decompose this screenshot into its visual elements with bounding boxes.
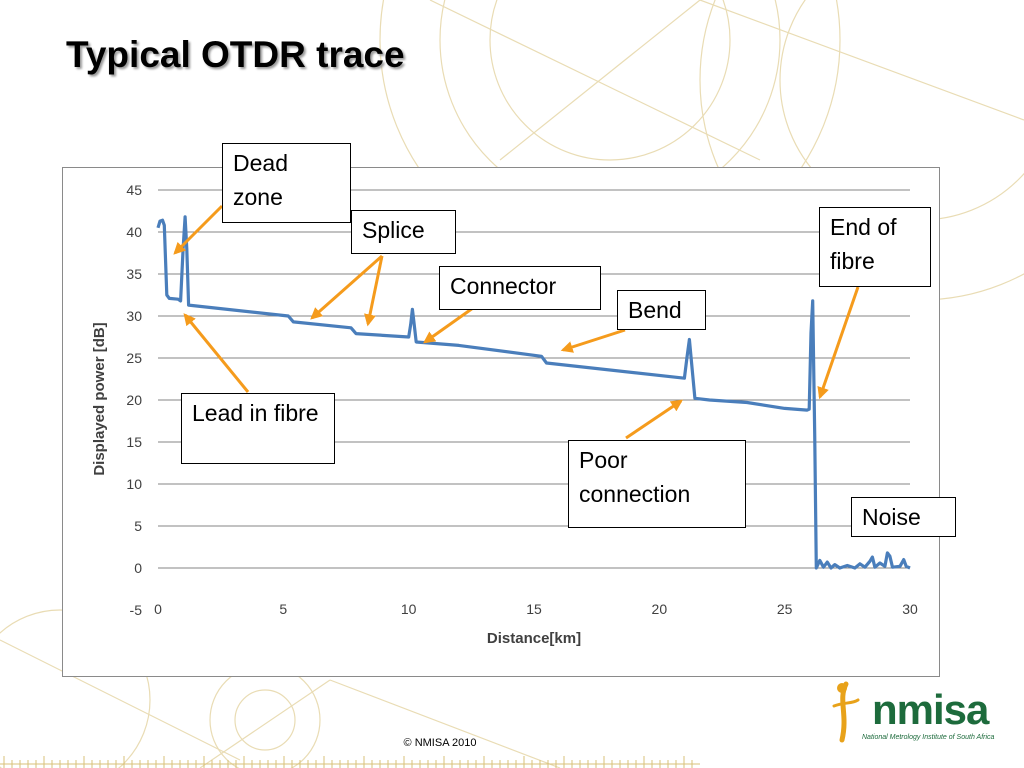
y-tick-labels: -5 0 5 10 15 20 25 30 35 40 45 <box>126 182 142 618</box>
nmisa-logo-mark <box>832 681 860 743</box>
annotation-splice: Splice <box>351 210 456 254</box>
y-tick-label: 40 <box>126 224 142 240</box>
nmisa-wordmark: nmisa <box>872 686 989 733</box>
annotation-lead-in-fibre: Lead in fibre <box>181 393 335 464</box>
copyright-notice: © NMISA 2010 <box>403 737 477 749</box>
x-tick-label: 0 <box>154 601 162 617</box>
x-tick-label: 15 <box>526 601 542 617</box>
x-tick-label: 20 <box>652 601 668 617</box>
y-tick-label: 25 <box>126 350 142 366</box>
gridlines <box>158 189 910 569</box>
annotation-bend: Bend <box>617 290 706 330</box>
annotation-connector: Connector <box>439 266 601 310</box>
y-tick-label: 35 <box>126 266 142 282</box>
annotation-poor-connection: Poor connection <box>568 440 746 528</box>
y-tick-label: 20 <box>126 392 142 408</box>
annotation-end-of-fibre: End of fibre <box>819 207 931 287</box>
nmisa-tagline: National Metrology Institute of South Af… <box>862 734 995 741</box>
x-tick-label: 25 <box>777 601 793 617</box>
y-tick-label: 5 <box>134 518 142 534</box>
y-tick-label: 10 <box>126 476 142 492</box>
y-tick-label: 15 <box>126 434 142 450</box>
y-tick-label: 0 <box>134 560 142 576</box>
x-tick-label: 10 <box>401 601 417 617</box>
y-tick-label: 45 <box>126 182 142 198</box>
x-tick-label: 30 <box>902 601 918 617</box>
x-tick-labels: 0 5 10 15 20 25 30 <box>154 601 918 617</box>
y-axis-label: Displayed power [dB] <box>91 322 108 475</box>
slide-title: Typical OTDR trace <box>66 34 405 75</box>
y-tick-label: -5 <box>130 602 143 618</box>
annotation-noise: Noise <box>851 497 956 537</box>
x-tick-label: 5 <box>279 601 287 617</box>
y-tick-label: 30 <box>126 308 142 324</box>
x-axis-label: Distance[km] <box>487 630 581 647</box>
annotation-dead-zone: Dead zone <box>222 143 351 223</box>
